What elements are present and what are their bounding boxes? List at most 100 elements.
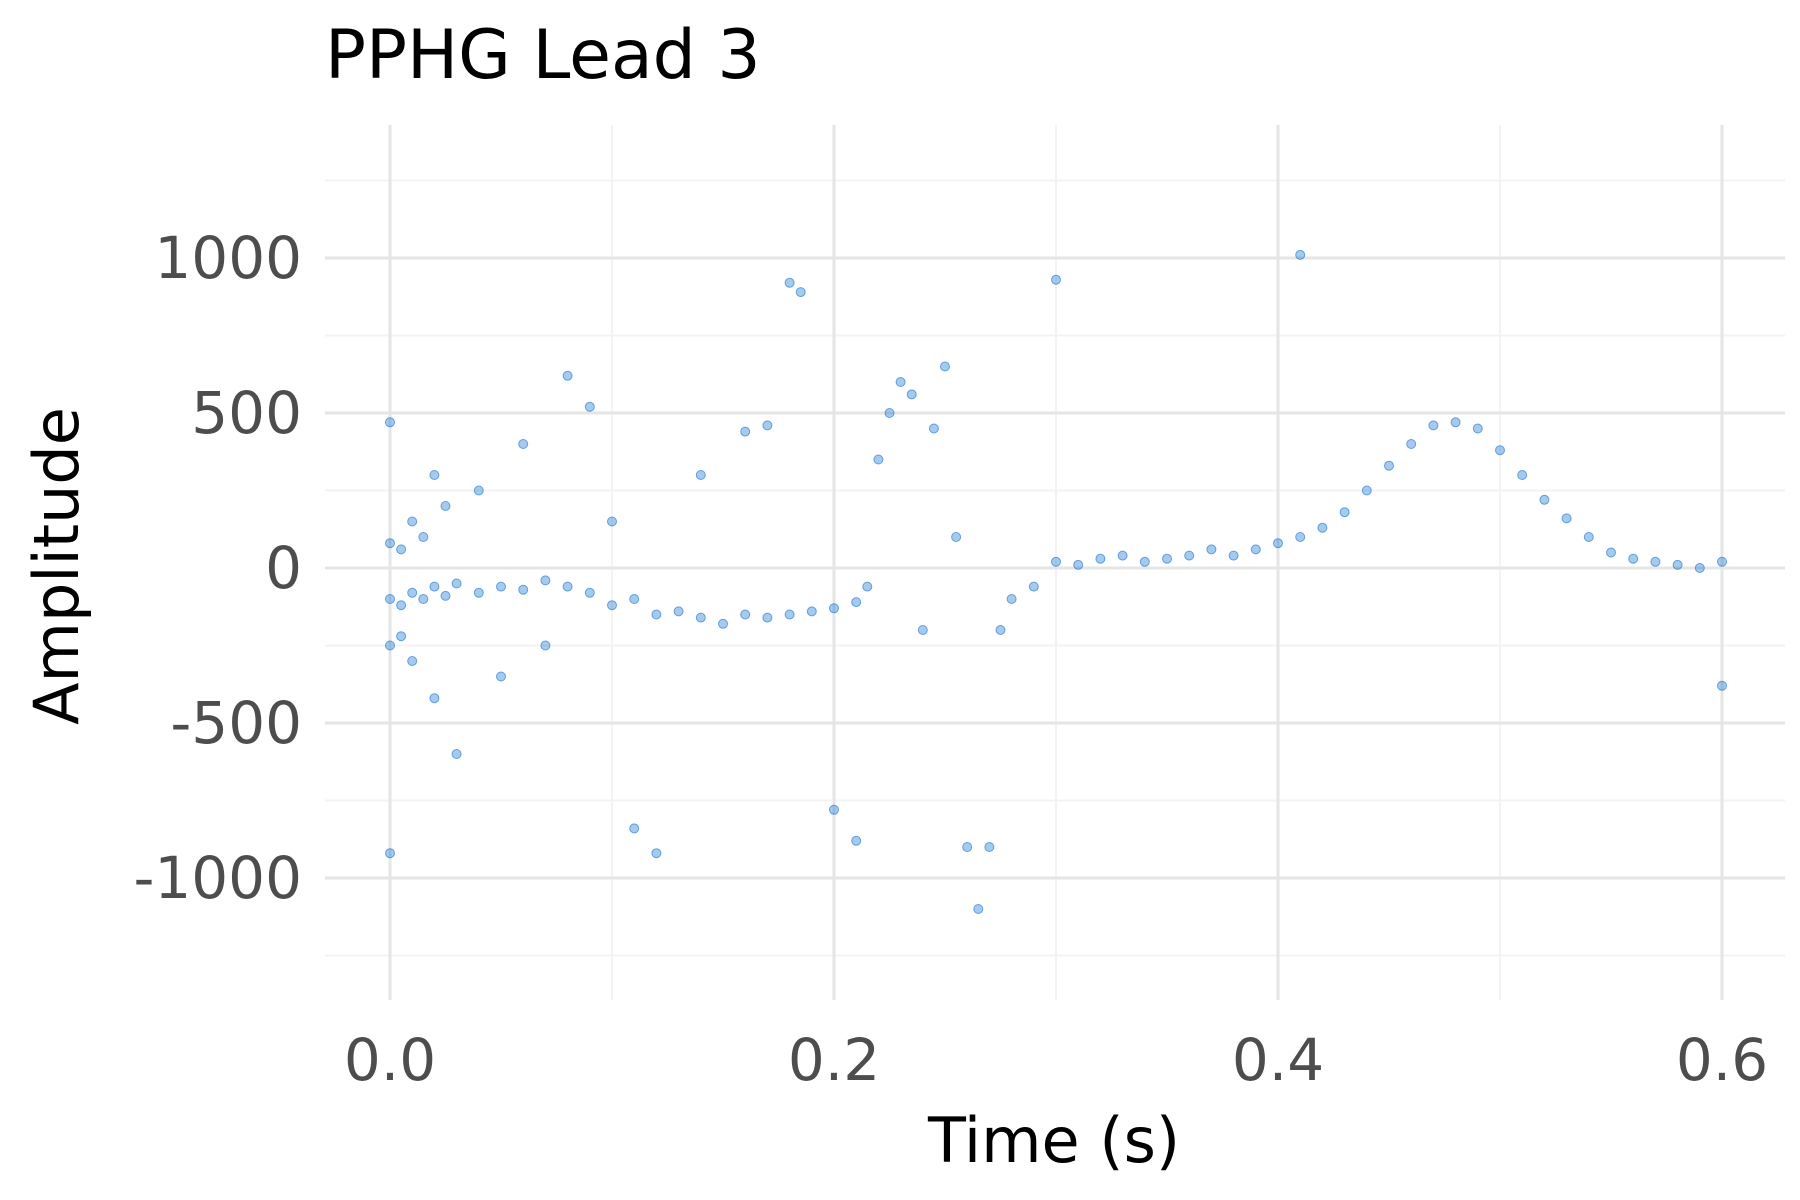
- data-point: [518, 584, 529, 595]
- data-point: [385, 538, 395, 549]
- data-point: [385, 417, 395, 428]
- data-point: [1317, 522, 1328, 533]
- data-point: [562, 581, 573, 592]
- chart-title: PPHG Lead 3: [325, 16, 761, 95]
- data-point: [496, 581, 506, 592]
- x-tick-labels: 0.0 0.2 0.4 0.6: [344, 1026, 1768, 1094]
- data-point: [829, 603, 839, 614]
- data-point: [1206, 544, 1217, 555]
- data-point: [1028, 581, 1039, 592]
- data-point: [1361, 485, 1372, 496]
- data-point: [584, 587, 595, 598]
- data-point: [518, 439, 529, 449]
- data-point: [1162, 553, 1172, 564]
- data-point: [1561, 513, 1572, 524]
- data-point: [562, 370, 573, 381]
- data-point: [385, 594, 395, 604]
- data-point: [651, 848, 662, 859]
- data-point: [851, 597, 862, 608]
- data-point: [1495, 445, 1505, 456]
- data-point: [895, 377, 906, 387]
- data-point: [629, 823, 640, 834]
- data-point: [829, 804, 839, 815]
- x-axis-title: Time (s): [927, 1104, 1180, 1177]
- data-point: [962, 842, 973, 852]
- data-point: [396, 544, 407, 555]
- data-point: [762, 420, 773, 431]
- data-point: [884, 408, 895, 418]
- data-point: [407, 516, 418, 527]
- data-point: [784, 277, 795, 288]
- data-point: [995, 625, 1006, 635]
- data-point: [407, 656, 418, 666]
- x-tick-label: 0.0: [344, 1026, 436, 1094]
- data-point: [584, 401, 595, 412]
- data-point: [418, 594, 429, 604]
- data-point: [1295, 532, 1306, 542]
- data-point: [540, 640, 551, 651]
- data-point: [385, 640, 395, 651]
- data-point: [1073, 559, 1084, 570]
- data-point: [806, 606, 817, 617]
- y-tick-label: 0: [265, 534, 302, 602]
- data-point: [862, 581, 873, 592]
- data-point: [651, 609, 662, 620]
- data-point: [1051, 274, 1061, 285]
- data-point: [1694, 563, 1705, 573]
- data-point: [1517, 470, 1528, 480]
- data-point: [385, 848, 395, 859]
- data-point: [407, 587, 418, 598]
- data-point: [917, 625, 928, 635]
- data-point: [695, 612, 706, 623]
- data-point: [928, 423, 939, 434]
- data-point: [396, 631, 407, 642]
- y-tick-label: -1000: [133, 844, 302, 912]
- data-point: [396, 600, 407, 611]
- data-point: [1139, 556, 1150, 567]
- data-point: [740, 426, 751, 437]
- data-point: [1273, 538, 1283, 549]
- data-point: [1450, 417, 1461, 428]
- data-point: [795, 287, 806, 298]
- data-point: [873, 454, 884, 465]
- data-point: [973, 904, 984, 914]
- data-point: [1717, 556, 1727, 567]
- data-point: [451, 578, 462, 589]
- data-point: [1539, 494, 1550, 505]
- data-point: [1606, 547, 1616, 558]
- data-point: [429, 693, 440, 704]
- y-tick-label: -500: [170, 689, 302, 757]
- data-point: [607, 600, 617, 611]
- data-point: [440, 590, 451, 601]
- data-point: [1717, 680, 1727, 691]
- data-point: [629, 594, 640, 604]
- y-tick-label: 500: [191, 379, 302, 447]
- data-point: [1339, 507, 1350, 518]
- data-point: [1406, 439, 1417, 449]
- data-point: [1228, 550, 1239, 561]
- data-point: [473, 485, 484, 496]
- x-tick-label: 0.4: [1232, 1026, 1324, 1094]
- data-point: [673, 606, 684, 617]
- y-tick-label: 1000: [154, 224, 302, 292]
- data-point: [1384, 460, 1394, 471]
- data-point: [429, 581, 440, 592]
- x-tick-label: 0.6: [1676, 1026, 1768, 1094]
- data-point: [1295, 249, 1306, 260]
- data-point: [1650, 556, 1661, 567]
- data-point: [496, 671, 506, 682]
- grid-lines: [325, 125, 1785, 1000]
- data-points: [385, 249, 1727, 914]
- data-point: [418, 532, 429, 542]
- data-point: [762, 612, 773, 623]
- data-point: [540, 575, 551, 586]
- data-point: [1184, 550, 1195, 561]
- data-point: [1051, 556, 1061, 567]
- data-point: [451, 749, 462, 759]
- y-axis-title: Amplitude: [20, 407, 93, 725]
- data-point: [1095, 553, 1106, 564]
- data-point: [429, 470, 440, 480]
- data-point: [940, 361, 950, 372]
- data-point: [1583, 532, 1594, 542]
